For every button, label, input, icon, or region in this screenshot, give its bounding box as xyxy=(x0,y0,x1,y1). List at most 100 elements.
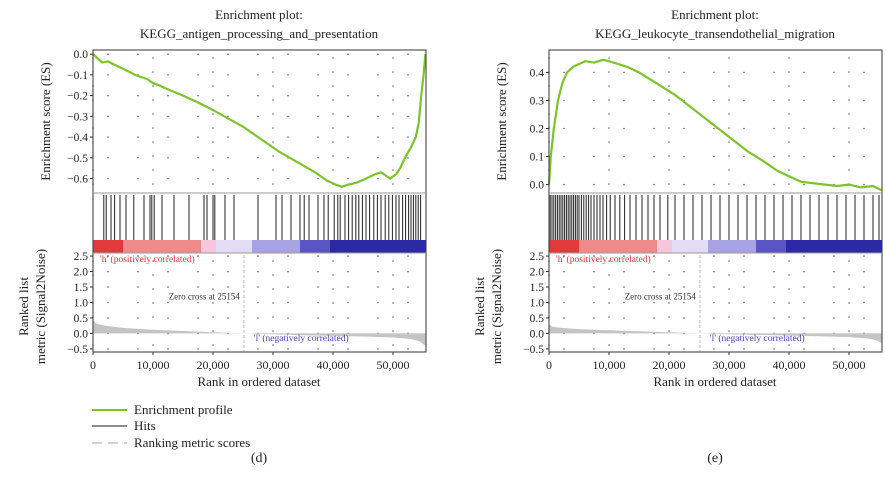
x-tick-label: 40,000 xyxy=(773,358,806,372)
grid-dot xyxy=(257,286,259,288)
metric-y-axis-label-line2: metric (Signal2Noise) xyxy=(33,249,48,364)
x-tick-label: 50,000 xyxy=(833,358,866,372)
chart-title-line1: Enrichment plot: xyxy=(215,7,303,22)
grid-dot xyxy=(332,274,334,276)
grid-dot xyxy=(272,113,274,115)
grid-dot xyxy=(668,330,670,332)
grid-dot xyxy=(332,155,334,157)
grid-dot xyxy=(347,301,349,304)
grid-dot xyxy=(107,53,109,55)
grid-dot xyxy=(803,270,805,273)
grid-dot xyxy=(863,317,865,319)
grid-dots xyxy=(92,53,409,350)
grid-dot xyxy=(608,169,610,171)
grid-dot xyxy=(788,99,790,101)
grid-dot xyxy=(272,99,274,101)
grid-dot xyxy=(152,302,154,304)
grid-dot xyxy=(803,317,805,319)
grid-dot xyxy=(212,57,214,59)
grid-dot xyxy=(593,71,595,74)
grid-dot xyxy=(773,99,775,102)
grid-dot xyxy=(608,183,610,185)
es-y-tick-label: −0.6 xyxy=(67,173,88,185)
grid-dot xyxy=(683,270,685,273)
metric-y-tick-label: −0.5 xyxy=(523,344,544,356)
grid-dot xyxy=(377,53,379,55)
grid-dot xyxy=(788,302,790,304)
grid-dot xyxy=(197,177,199,180)
grid-dot xyxy=(743,286,745,288)
chart-title-line1: Enrichment plot: xyxy=(671,7,759,22)
panel-label: (e) xyxy=(707,451,723,466)
metric-y-tick-label: 1.0 xyxy=(530,298,545,310)
chart-title-line2: KEGG_antigen_processing_and_presentation xyxy=(140,26,379,41)
grid-dot xyxy=(683,71,685,74)
grid-dot xyxy=(803,348,805,350)
grid-dot xyxy=(608,288,610,290)
grid-dot xyxy=(653,183,655,186)
x-axis-label: Rank in ordered dataset xyxy=(653,374,776,389)
grid-dot xyxy=(167,270,169,273)
metric-y-tick-label: 0.5 xyxy=(74,313,89,325)
legend-label-2: Ranking metric scores xyxy=(134,435,250,450)
es-y-tick-label: −0.2 xyxy=(67,91,88,103)
grid-dot xyxy=(152,260,154,262)
grid-dot xyxy=(377,270,379,273)
grid-dot xyxy=(773,255,775,257)
grid-dot xyxy=(272,155,274,157)
grid-dot xyxy=(347,94,349,97)
grid-dot xyxy=(272,344,274,346)
grid-dot xyxy=(272,71,274,73)
x-tick-label: 50,000 xyxy=(377,358,410,372)
grid-dot xyxy=(563,99,565,102)
grid-dot xyxy=(107,270,109,273)
grid-dot xyxy=(668,85,670,87)
grid-dot xyxy=(788,260,790,262)
grid-dot xyxy=(332,288,334,290)
grid-dot xyxy=(593,270,595,273)
grid-dot xyxy=(332,127,334,129)
grid-dot xyxy=(803,286,805,288)
grid-dot xyxy=(728,113,730,115)
es-y-tick-label: 0.1 xyxy=(530,152,545,164)
hits-group xyxy=(549,195,880,240)
grid-dot xyxy=(848,344,850,346)
grid-dot xyxy=(713,270,715,273)
grid-dot xyxy=(137,286,139,288)
grid-dot xyxy=(668,99,670,101)
grid-dot xyxy=(563,286,565,288)
grid-dot xyxy=(257,115,259,118)
grid-dot xyxy=(728,344,730,346)
grid-dot xyxy=(563,71,565,74)
grid-dot xyxy=(347,255,349,257)
strip-segment xyxy=(672,240,708,253)
grid-dot xyxy=(668,57,670,59)
grid-dot xyxy=(833,317,835,319)
grid-dot xyxy=(392,183,394,185)
grid-dot xyxy=(317,301,319,304)
grid-dot xyxy=(347,317,349,319)
grid-dot xyxy=(167,348,169,350)
grid-dot xyxy=(392,316,394,318)
metric-y-axis-label-line2: metric (Signal2Noise) xyxy=(489,249,504,364)
grid-dot xyxy=(608,344,610,346)
grid-dot xyxy=(608,302,610,304)
grid-dot xyxy=(317,255,319,257)
grid-dot xyxy=(623,127,625,130)
grid-dot xyxy=(212,99,214,101)
grid-dot xyxy=(137,156,139,159)
grid-dot xyxy=(788,57,790,59)
grid-dot xyxy=(848,99,850,101)
grid-dot xyxy=(257,317,259,319)
grid-dot xyxy=(773,71,775,74)
grid-dot xyxy=(137,136,139,138)
grid-dot xyxy=(317,74,319,76)
grid-dot xyxy=(227,94,229,97)
grid-dot xyxy=(683,301,685,304)
grid-dot xyxy=(197,317,199,319)
plot-frame xyxy=(548,49,883,353)
x-tick-label: 0 xyxy=(546,358,552,372)
grid-dot xyxy=(167,115,169,118)
grid-dot xyxy=(593,348,595,350)
